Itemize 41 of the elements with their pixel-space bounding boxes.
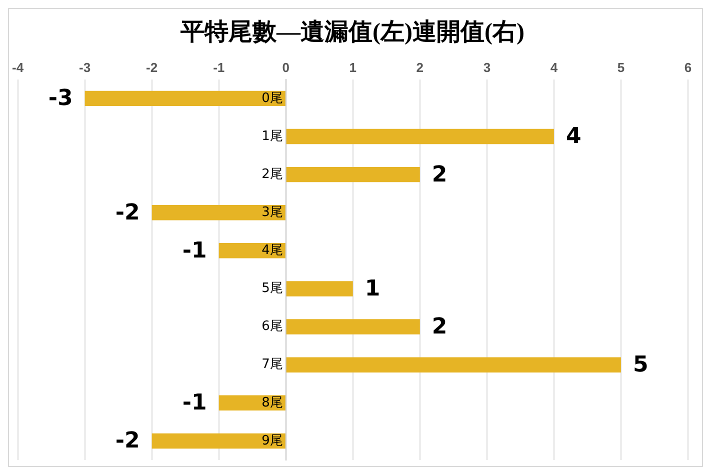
x-tick-label: -1 (213, 60, 225, 76)
data-label: 1 (364, 276, 380, 302)
y-tick-label: 9尾 (262, 433, 283, 448)
data-label: -2 (115, 200, 140, 226)
x-tick-label: 2 (416, 60, 424, 76)
x-tick-label: 3 (483, 60, 491, 76)
data-label: 2 (432, 314, 448, 340)
bar (286, 128, 554, 144)
bar (152, 433, 286, 449)
x-tick-label: -2 (146, 60, 158, 76)
x-tick-label: 1 (349, 60, 357, 76)
data-label: -1 (182, 238, 207, 264)
data-label: -1 (182, 390, 207, 416)
bar (286, 281, 353, 296)
bar (286, 166, 420, 182)
x-tick-label: -4 (12, 60, 24, 76)
data-label: -2 (115, 428, 140, 454)
chart-title: 平特尾數—遺漏值(左)連開值(右) (180, 18, 524, 46)
y-tick-label: 2尾 (262, 166, 283, 182)
bar (286, 319, 420, 334)
y-tick-label: 7尾 (262, 357, 283, 372)
x-tick-label: 5 (617, 60, 625, 76)
bar (152, 205, 286, 220)
x-tick-label: 4 (550, 60, 558, 76)
x-tick-label: -3 (79, 60, 91, 76)
y-tick-label: 6尾 (262, 319, 283, 334)
y-tick-label: 0尾 (262, 90, 283, 106)
y-tick-label: 1尾 (262, 128, 283, 144)
x-tick-label: 0 (282, 60, 290, 76)
y-tick-label: 3尾 (262, 204, 283, 220)
x-tick-label: 6 (684, 60, 692, 76)
data-label: 2 (432, 162, 448, 188)
y-tick-label: 8尾 (262, 395, 283, 410)
data-label: 5 (632, 352, 648, 378)
data-label: 4 (566, 124, 582, 150)
bar (286, 357, 621, 372)
y-tick-label: 4尾 (262, 243, 283, 258)
bar (218, 243, 286, 258)
data-label: -3 (48, 86, 73, 112)
bar (84, 90, 286, 106)
y-tick-label: 5尾 (262, 281, 283, 296)
